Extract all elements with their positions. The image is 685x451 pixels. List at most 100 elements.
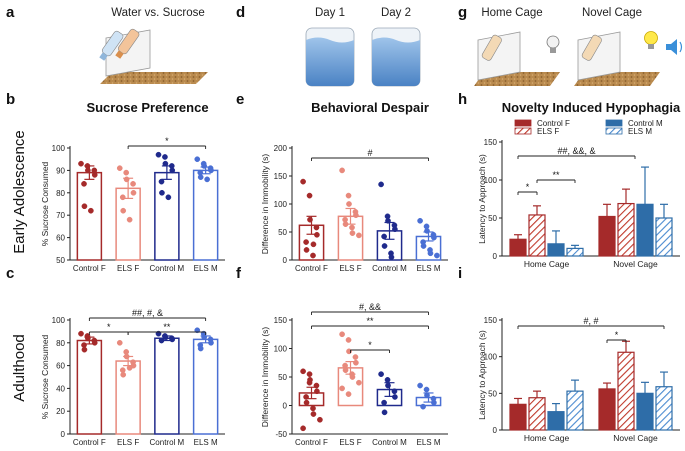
x-tick-label: ELS M (416, 264, 440, 273)
y-tick-label: -50 (275, 430, 287, 439)
x-tick-label: Novel Cage (613, 259, 658, 269)
data-point (201, 334, 207, 340)
data-point (378, 181, 384, 188)
x-tick-label: ELS F (339, 264, 361, 273)
row-label-early-adolescence: Early Adolescence (11, 130, 28, 253)
data-point (126, 365, 133, 371)
data-point (155, 151, 162, 158)
bar (76, 171, 103, 261)
data-point (208, 167, 214, 174)
data-point (169, 167, 176, 174)
y-tick-label: 0 (493, 252, 498, 261)
panel-letter-g: g (458, 4, 467, 21)
data-point (353, 359, 359, 366)
x-tick-label: Control F (295, 438, 328, 447)
x-tick-label: Home Cage (524, 259, 570, 269)
chart-title: Sucrose Preference (86, 100, 208, 115)
y-axis-label: % Sucrose Consumed (40, 161, 50, 246)
data-point (300, 178, 306, 185)
data-point (349, 224, 355, 231)
data-point (431, 399, 437, 406)
data-point (162, 334, 169, 340)
data-point (300, 368, 306, 375)
legend-swatch (605, 119, 623, 127)
data-point (381, 409, 388, 416)
bar (509, 238, 527, 257)
data-point (159, 189, 165, 196)
bar (655, 217, 673, 257)
bar (192, 338, 219, 435)
schematic-g-novel: Novel Cage (582, 7, 642, 19)
data-point (381, 243, 388, 249)
schematic-d-day2: Day 2 (381, 7, 411, 19)
data-point (378, 371, 384, 377)
data-point (317, 416, 323, 423)
bulb-icon-on (644, 31, 658, 49)
y-tick-label: 150 (484, 138, 498, 147)
data-point (116, 165, 123, 172)
x-tick-label: Control M (372, 264, 407, 273)
data-point (431, 234, 437, 241)
data-point (120, 371, 127, 378)
schematic-d-day1: Day 1 (315, 7, 345, 19)
y-tick-label: 50 (278, 228, 287, 237)
chart-sucrose-preference-adolescence: 50 60 70 80 90 100% Sucrose Consumed Sucrose P… (40, 100, 225, 273)
data-point (388, 254, 395, 261)
data-point (310, 241, 317, 248)
bar (509, 403, 527, 431)
y-tick-label: 150 (274, 172, 288, 181)
bar (115, 360, 141, 435)
cage-bedding (100, 72, 208, 84)
data-point (85, 167, 91, 174)
beaker-icon-day2 (371, 27, 421, 87)
data-point (116, 339, 123, 346)
bar (192, 169, 219, 261)
bar (566, 390, 584, 431)
y-tick-label: 100 (484, 176, 498, 185)
bar (115, 187, 141, 261)
data-point (201, 163, 207, 169)
data-point (306, 371, 313, 377)
chart-title: Novelty Induced Hypophagia (502, 100, 681, 115)
data-point (123, 176, 130, 183)
legend-swatch (605, 127, 623, 135)
y-axis-label: % Sucrose Consumed (40, 334, 50, 419)
y-tick-label: 80 (56, 339, 65, 348)
x-tick-label: Control M (372, 438, 407, 447)
legend-swatch (514, 119, 532, 127)
y-axis-label: Difference in Immobility (s) (260, 327, 270, 428)
bar (617, 202, 635, 257)
data-point (381, 399, 387, 406)
chart-behavioral-despair-adolescence: 0 50 100 150 200 Difference in Immobility (s)… (260, 100, 448, 273)
data-point (91, 339, 98, 346)
y-tick-label: 90 (56, 166, 65, 175)
row-label-adulthood: Adulthood (11, 334, 28, 402)
significance-label: ##, #, & (132, 308, 163, 318)
data-point (197, 174, 204, 180)
data-point (88, 207, 94, 214)
data-point (310, 252, 316, 259)
y-tick-label: 200 (274, 144, 288, 153)
legend-label: Control F (537, 119, 570, 128)
data-point (391, 388, 398, 395)
chart-hypophagia-adolescence: 0 50 100 150 Latency to Approach (s) Novelty … (477, 100, 681, 269)
legend-swatch (514, 127, 532, 135)
y-tick-label: 100 (484, 353, 498, 362)
y-tick-label: 150 (274, 316, 288, 325)
data-point (307, 216, 313, 223)
y-tick-label: 0 (283, 402, 288, 411)
x-tick-label: ELS M (194, 438, 218, 447)
schematic-water-sucrose: Water vs. Sucrose (99, 7, 208, 84)
panel-letter-c: c (6, 265, 14, 282)
bar (154, 171, 180, 261)
schematic-forced-swim: Day 1 Day 2 (305, 7, 421, 87)
data-point (130, 189, 137, 196)
data-point (420, 243, 427, 249)
data-point (345, 192, 352, 199)
data-point (353, 212, 359, 219)
data-point (434, 252, 440, 259)
legend-label: ELS M (628, 127, 652, 136)
data-point (424, 392, 430, 399)
y-axis-label: Latency to Approach (s) (477, 330, 487, 420)
